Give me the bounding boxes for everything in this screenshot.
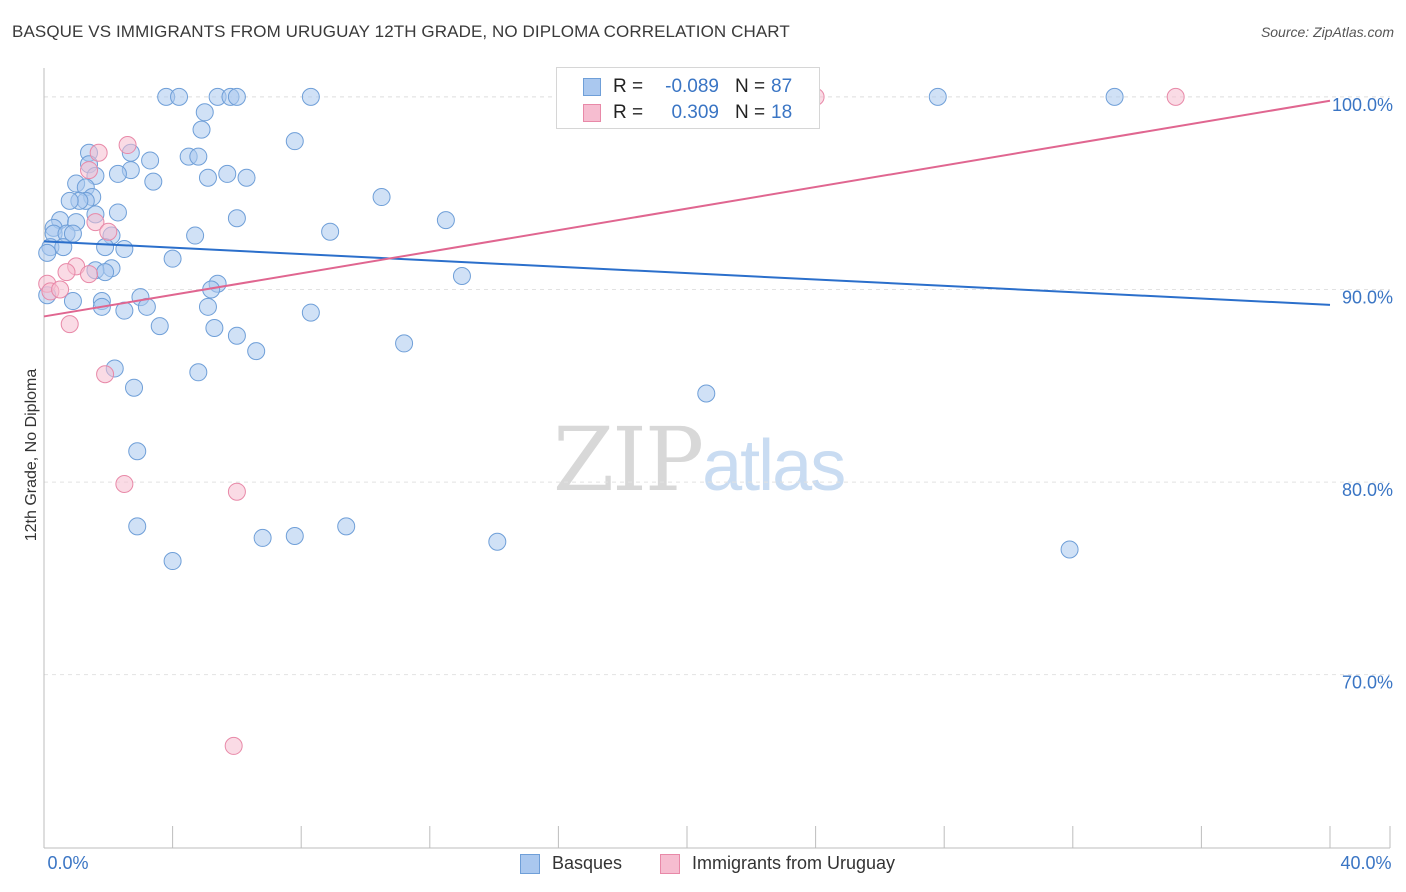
stats-row-uruguay: R = 0.309 N = 18 <box>557 100 819 128</box>
basques-legend-swatch <box>520 854 540 874</box>
basques-point <box>1105 87 1124 106</box>
uruguay-swatch <box>583 104 601 122</box>
uruguay-point <box>99 222 118 241</box>
basques-point <box>227 87 246 106</box>
basques-point <box>697 384 716 403</box>
axis-layer <box>43 68 1391 849</box>
uruguay-point <box>1166 87 1185 106</box>
basques-point <box>38 243 57 262</box>
basques-point <box>141 151 160 170</box>
basques-point <box>108 203 127 222</box>
uruguay-point <box>118 136 137 155</box>
uruguay-point <box>60 315 79 334</box>
basques-swatch <box>583 78 601 96</box>
basques-point <box>247 342 266 361</box>
basques-point <box>488 532 507 551</box>
trend-layer <box>43 99 1331 318</box>
r-label: R = <box>613 76 644 97</box>
basques-point <box>128 442 147 461</box>
y-tick-label: 80.0% <box>1342 480 1393 500</box>
basques-point <box>96 238 115 257</box>
basques-point <box>125 378 144 397</box>
n-value: 87 <box>771 76 793 97</box>
basques-point <box>189 147 208 166</box>
basques-point <box>163 249 182 268</box>
basques-point <box>192 120 211 139</box>
basques-point <box>337 517 356 536</box>
basques-point <box>452 267 471 285</box>
stats-row-basques: R = -0.089 N = 87 <box>557 74 819 102</box>
stats-box: R = -0.089 N = 87 R = 0.309 N = 18 <box>556 67 820 129</box>
basques-point <box>301 87 320 106</box>
basques-point <box>237 168 256 187</box>
basques-point <box>227 326 246 345</box>
uruguay-point <box>80 161 99 180</box>
legend-label: Basques <box>552 853 623 873</box>
tick-label-layer: 100.0% 90.0% 80.0% 70.0% 0.0% 40.0% <box>47 95 1393 873</box>
basques-point <box>60 191 79 210</box>
basques-points <box>38 87 1124 571</box>
uruguay-point <box>51 280 70 299</box>
basques-point <box>189 363 208 382</box>
n-label: N = <box>735 102 766 123</box>
uruguay-point <box>89 143 108 162</box>
basques-point <box>195 103 214 122</box>
uruguay-point <box>57 263 76 282</box>
basques-point <box>108 164 127 183</box>
y-tick-label: 100.0% <box>1332 95 1393 115</box>
r-value: 0.309 <box>671 102 719 123</box>
n-value: 18 <box>771 102 793 123</box>
basques-trend-line <box>43 240 1331 306</box>
r-value: -0.089 <box>665 76 719 97</box>
source-label: Source: ZipAtlas.com <box>1260 24 1394 40</box>
basques-point <box>198 168 217 187</box>
x-tick-label: 0.0% <box>47 853 88 873</box>
chart-title: BASQUE VS IMMIGRANTS FROM URUGUAY 12TH G… <box>12 22 790 41</box>
watermark-zip: ZIP <box>553 408 704 511</box>
watermark: ZIPatlas <box>553 408 846 511</box>
y-tick-label: 70.0% <box>1342 673 1393 693</box>
uruguay-points <box>38 87 1185 755</box>
basques-point <box>253 528 272 547</box>
basques-point <box>285 132 304 151</box>
basques-point <box>227 209 246 228</box>
x-tick-label: 40.0% <box>1340 853 1391 873</box>
legend-label: Immigrants from Uruguay <box>692 853 896 873</box>
basques-point <box>285 527 304 545</box>
basques-point <box>218 164 237 183</box>
uruguay-legend-swatch <box>660 854 680 874</box>
uruguay-point <box>96 365 115 384</box>
basques-point <box>372 188 391 207</box>
basques-point <box>128 517 147 536</box>
basques-point <box>96 263 115 282</box>
basques-point <box>186 226 205 245</box>
basques-point <box>1060 540 1079 559</box>
uruguay-point <box>227 482 246 501</box>
n-label: N = <box>735 76 766 97</box>
r-label: R = <box>613 102 644 123</box>
basques-point <box>436 211 455 230</box>
basques-point <box>170 87 189 106</box>
uruguay-trend-line <box>43 99 1331 318</box>
basques-point <box>205 319 224 337</box>
basques-point <box>321 222 340 241</box>
uruguay-point <box>86 213 105 232</box>
basques-point <box>395 334 414 353</box>
basques-point <box>928 87 947 106</box>
basques-point <box>63 292 82 311</box>
uruguay-point <box>115 475 134 493</box>
basques-point <box>144 172 163 191</box>
basques-point <box>115 240 134 259</box>
basques-point <box>163 552 182 571</box>
basques-point <box>301 303 320 322</box>
uruguay-point <box>224 736 243 755</box>
uruguay-point <box>80 265 99 284</box>
basques-point <box>198 297 217 316</box>
watermark-atlas: atlas <box>702 426 846 506</box>
basques-point <box>150 317 169 336</box>
y-tick-label: 90.0% <box>1342 287 1393 307</box>
